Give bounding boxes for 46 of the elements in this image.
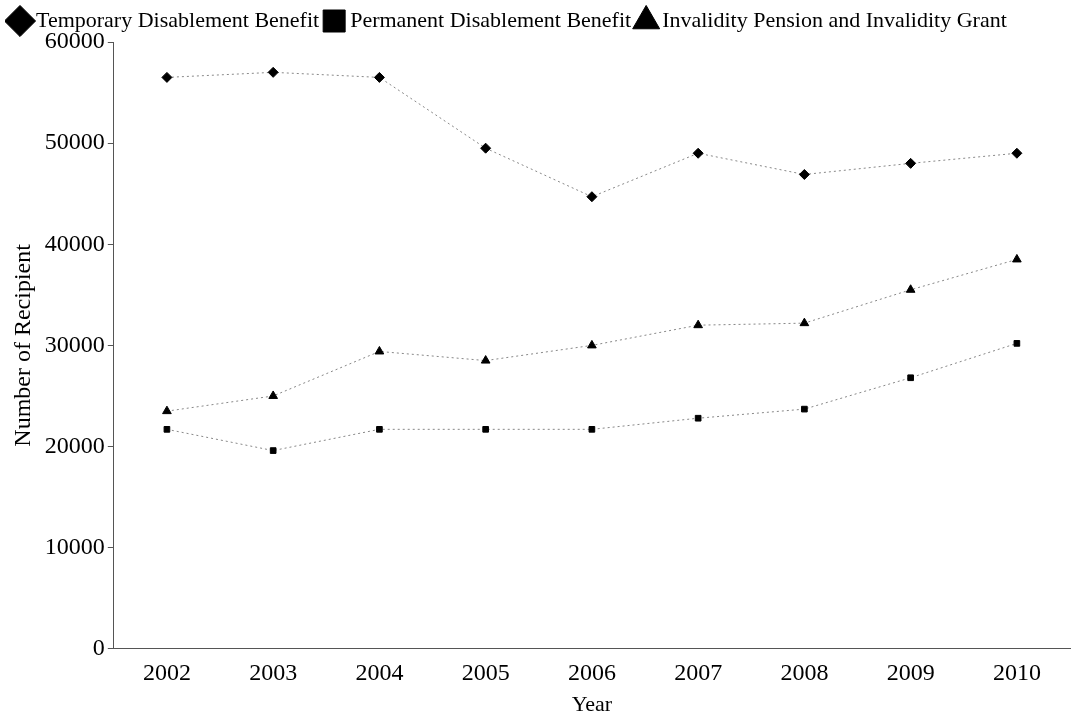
point (588, 426, 596, 433)
x-axis-title: Year (571, 690, 613, 716)
y-tick-label: 20000 (44, 431, 105, 458)
x-tick-label: 2007 (674, 659, 723, 686)
x-tick-label: 2009 (886, 659, 935, 686)
y-tick-label: 30000 (44, 330, 105, 357)
x-tick-label: 2003 (249, 659, 298, 686)
point (587, 339, 597, 349)
legend-label: Permanent Disablement Benefit (350, 6, 632, 32)
point (1013, 340, 1021, 347)
point (1012, 253, 1022, 263)
point (801, 405, 808, 413)
x-tick-label: 2004 (355, 659, 404, 686)
point (907, 374, 914, 382)
x-tick-label: 2010 (992, 659, 1041, 686)
point (269, 447, 277, 454)
point (373, 71, 385, 83)
x-tick-label: 2005 (461, 659, 510, 686)
y-tick-label: 40000 (44, 229, 105, 256)
point (268, 390, 278, 399)
legend-label: Invalidity Pension and Invalidity Grant (662, 6, 1007, 32)
point (798, 168, 810, 180)
x-tick-label: 2008 (780, 659, 829, 686)
x-tick-label: 2006 (567, 659, 616, 686)
point (480, 142, 492, 154)
point (586, 191, 598, 203)
x-tick-label: 2002 (142, 659, 191, 686)
point (693, 319, 703, 329)
point (905, 284, 916, 293)
point (161, 71, 173, 83)
point (374, 345, 385, 355)
point (162, 405, 172, 415)
point (482, 426, 489, 433)
point (1011, 147, 1023, 159)
y-tick-label: 50000 (44, 128, 105, 155)
y-tick-label: 10000 (44, 532, 105, 559)
point (163, 426, 171, 433)
point (694, 414, 702, 422)
point (267, 66, 279, 78)
y-axis-title: Number of Recipient (8, 243, 35, 447)
point (692, 147, 704, 159)
y-tick-label: 0 (92, 634, 105, 661)
point (799, 317, 810, 327)
point (376, 426, 383, 433)
point (905, 157, 917, 169)
point (480, 355, 491, 364)
